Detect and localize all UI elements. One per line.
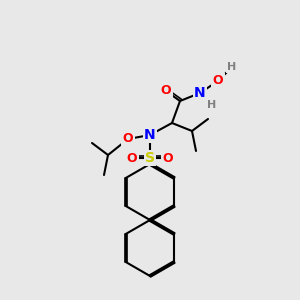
Text: O: O <box>163 152 173 164</box>
Text: O: O <box>213 74 223 88</box>
Text: O: O <box>127 152 137 164</box>
Text: N: N <box>194 86 206 100</box>
Text: O: O <box>161 85 171 98</box>
Text: S: S <box>145 151 155 165</box>
Text: O: O <box>123 133 133 146</box>
Text: N: N <box>144 128 156 142</box>
Text: H: H <box>227 62 237 72</box>
Text: H: H <box>207 100 217 110</box>
